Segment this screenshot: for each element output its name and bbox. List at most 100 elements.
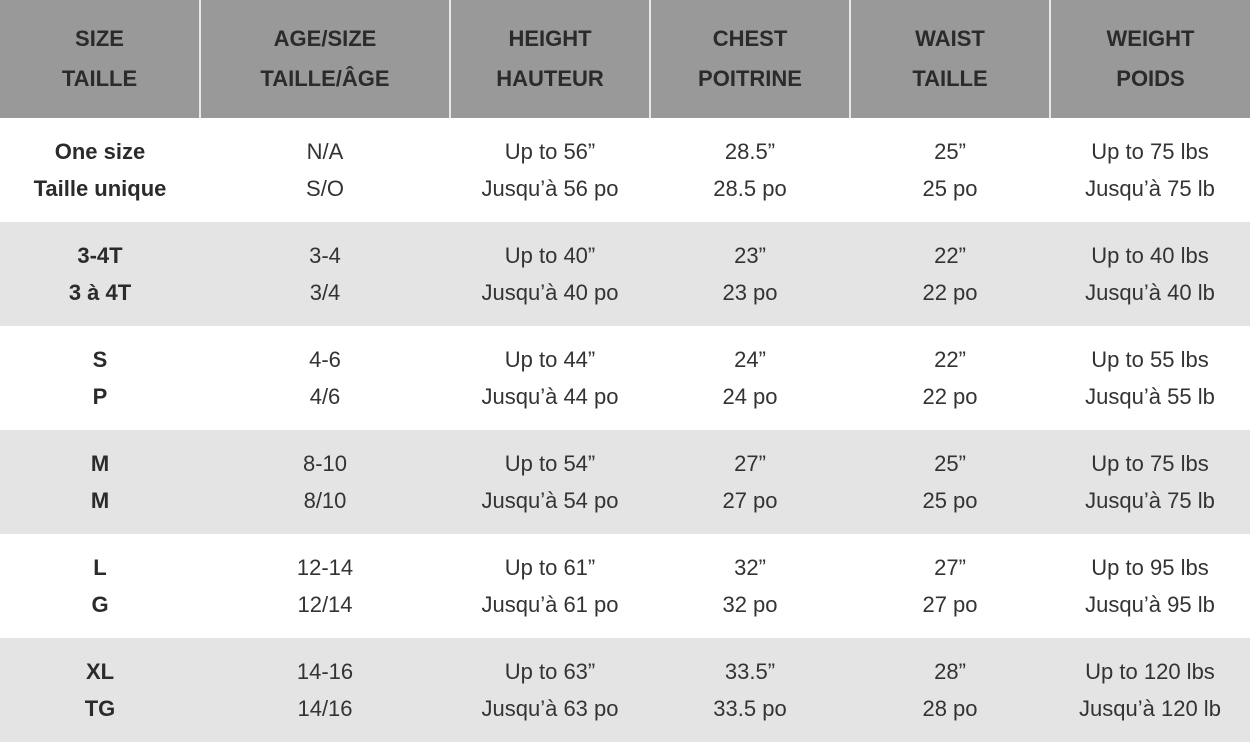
- header-chest: CHEST POITRINE: [649, 0, 850, 118]
- cell-age-size: N/A S/O: [200, 118, 450, 222]
- size-en: L: [93, 555, 107, 580]
- chest-fr: 33.5 po: [713, 696, 787, 721]
- weight-fr: Jusqu’à 55 lb: [1085, 384, 1215, 409]
- header-age-size-fr: TAILLE/ÂGE: [260, 66, 390, 91]
- waist-en: 28”: [934, 659, 966, 684]
- age-size-fr: 3/4: [309, 280, 341, 305]
- height-en: Up to 54”: [504, 451, 596, 476]
- height-en: Up to 44”: [504, 347, 596, 372]
- cell-age-size: 12-14 12/14: [200, 534, 450, 638]
- age-size-en: 3-4: [309, 243, 341, 268]
- weight-fr: Jusqu’à 75 lb: [1085, 488, 1215, 513]
- height-fr: Jusqu’à 61 po: [481, 592, 619, 617]
- waist-fr: 22 po: [922, 280, 978, 305]
- waist-en: 25”: [934, 139, 966, 164]
- waist-fr: 25 po: [922, 488, 978, 513]
- size-en: One size: [54, 139, 146, 164]
- table-row: One size Taille unique N/A S/O Up to 56” Jusq…: [0, 118, 1250, 222]
- size-en: M: [90, 451, 110, 476]
- header-height-fr: HAUTEUR: [496, 66, 604, 91]
- cell-age-size: 3-4 3/4: [200, 222, 450, 326]
- weight-en: Up to 95 lbs: [1091, 555, 1209, 580]
- height-en: Up to 61”: [504, 555, 596, 580]
- age-size-fr: 8/10: [303, 488, 347, 513]
- chest-fr: 24 po: [722, 384, 778, 409]
- cell-height: Up to 61” Jusqu’à 61 po: [450, 534, 650, 638]
- age-size-fr: S/O: [306, 176, 344, 201]
- header-weight-fr: POIDS: [1116, 66, 1185, 91]
- size-fr: P: [92, 384, 108, 409]
- header-waist-fr: TAILLE: [912, 66, 988, 91]
- cell-age-size: 4-6 4/6: [200, 326, 450, 430]
- weight-fr: Jusqu’à 40 lb: [1085, 280, 1215, 305]
- cell-weight: Up to 40 lbs Jusqu’à 40 lb: [1050, 222, 1250, 326]
- size-fr: G: [91, 592, 109, 617]
- cell-weight: Up to 120 lbs Jusqu’à 120 lb: [1050, 638, 1250, 742]
- size-fr: TG: [84, 696, 116, 721]
- table-row: L G 12-14 12/14 Up to 61” Jusqu’à 61 po 32” 32 …: [0, 534, 1250, 638]
- table-row: 3-4T 3 à 4T 3-4 3/4 Up to 40” Jusqu’à 40 po 23…: [0, 222, 1250, 326]
- chest-en: 28.5”: [724, 139, 776, 164]
- cell-chest: 24” 24 po: [650, 326, 850, 430]
- height-fr: Jusqu’à 63 po: [481, 696, 619, 721]
- cell-waist: 25” 25 po: [850, 118, 1050, 222]
- cell-size: One size Taille unique: [0, 118, 200, 222]
- cell-height: Up to 40” Jusqu’à 40 po: [450, 222, 650, 326]
- cell-weight: Up to 75 lbs Jusqu’à 75 lb: [1050, 118, 1250, 222]
- height-en: Up to 56”: [504, 139, 596, 164]
- weight-en: Up to 120 lbs: [1085, 659, 1215, 684]
- cell-height: Up to 63” Jusqu’à 63 po: [450, 638, 650, 742]
- cell-waist: 22” 22 po: [850, 326, 1050, 430]
- header-size-en: SIZE: [75, 26, 124, 51]
- cell-age-size: 14-16 14/16: [200, 638, 450, 742]
- age-size-en: N/A: [306, 139, 344, 164]
- waist-en: 27”: [934, 555, 966, 580]
- header-height-en: HEIGHT: [508, 26, 592, 51]
- header-age-size: AGE/SIZE TAILLE/ÂGE: [199, 0, 450, 118]
- age-size-fr: 14/16: [297, 696, 353, 721]
- header-height: HEIGHT HAUTEUR: [449, 0, 650, 118]
- cell-chest: 32” 32 po: [650, 534, 850, 638]
- size-en: S: [92, 347, 108, 372]
- height-fr: Jusqu’à 44 po: [481, 384, 619, 409]
- size-fr: M: [90, 488, 110, 513]
- height-fr: Jusqu’à 56 po: [481, 176, 619, 201]
- chest-en: 23”: [734, 243, 766, 268]
- waist-en: 22”: [934, 243, 966, 268]
- chest-en: 27”: [734, 451, 766, 476]
- header-weight: WEIGHT POIDS: [1049, 0, 1250, 118]
- size-fr: 3 à 4T: [68, 280, 132, 305]
- table-header: SIZE TAILLE AGE/SIZE TAILLE/ÂGE HEIGHT HAUTEU…: [0, 0, 1250, 118]
- waist-fr: 28 po: [922, 696, 978, 721]
- table-row: S P 4-6 4/6 Up to 44” Jusqu’à 44 po 24” 24 po 22…: [0, 326, 1250, 430]
- header-chest-fr: POITRINE: [698, 66, 802, 91]
- cell-waist: 28” 28 po: [850, 638, 1050, 742]
- age-size-fr: 12/14: [297, 592, 353, 617]
- header-weight-en: WEIGHT: [1106, 26, 1195, 51]
- cell-chest: 27” 27 po: [650, 430, 850, 534]
- waist-fr: 25 po: [922, 176, 978, 201]
- chest-en: 24”: [734, 347, 766, 372]
- cell-height: Up to 56” Jusqu’à 56 po: [450, 118, 650, 222]
- chest-fr: 27 po: [722, 488, 778, 513]
- waist-fr: 22 po: [922, 384, 978, 409]
- size-en: 3-4T: [77, 243, 123, 268]
- age-size-en: 14-16: [296, 659, 354, 684]
- cell-weight: Up to 95 lbs Jusqu’à 95 lb: [1050, 534, 1250, 638]
- table-body: One size Taille unique N/A S/O Up to 56” Jusq…: [0, 118, 1250, 742]
- header-age-size-en: AGE/SIZE: [273, 26, 377, 51]
- cell-waist: 27” 27 po: [850, 534, 1050, 638]
- cell-size: XL TG: [0, 638, 200, 742]
- cell-chest: 23” 23 po: [650, 222, 850, 326]
- header-size-fr: TAILLE: [61, 66, 138, 91]
- cell-age-size: 8-10 8/10: [200, 430, 450, 534]
- cell-height: Up to 54” Jusqu’à 54 po: [450, 430, 650, 534]
- cell-chest: 28.5” 28.5 po: [650, 118, 850, 222]
- chest-en: 33.5”: [724, 659, 776, 684]
- waist-en: 25”: [934, 451, 966, 476]
- weight-fr: Jusqu’à 95 lb: [1085, 592, 1215, 617]
- age-size-fr: 4/6: [309, 384, 341, 409]
- table-row: XL TG 14-16 14/16 Up to 63” Jusqu’à 63 po 33.5…: [0, 638, 1250, 742]
